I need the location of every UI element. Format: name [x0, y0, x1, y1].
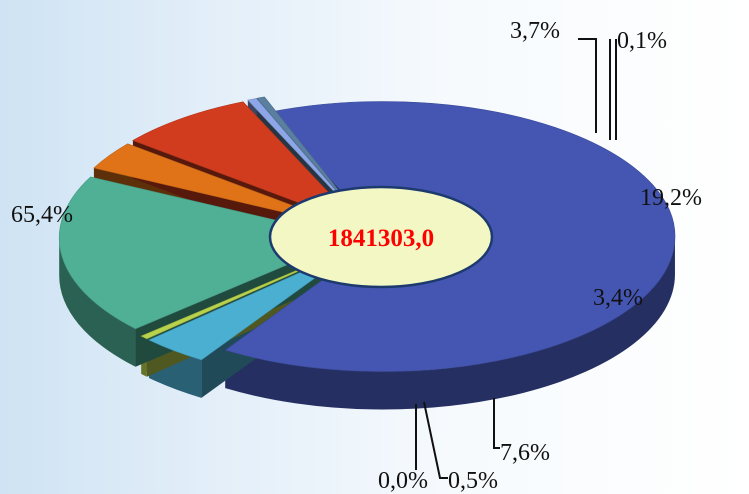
- slice-label-19-2: 19,2%: [640, 185, 702, 211]
- slice-label-3-7: 3,7%: [510, 18, 560, 44]
- leader-line: [423, 401, 448, 479]
- slice-label-65-4: 65,4%: [11, 202, 73, 228]
- leader-line: [578, 38, 597, 133]
- slice-label-3-4: 3,4%: [593, 285, 643, 311]
- leader-lines: [415, 38, 617, 479]
- center-label-ellipse: [268, 185, 494, 289]
- center-total-label: 1841303,0: [328, 225, 434, 252]
- slice-label-7-6: 7,6%: [500, 440, 550, 466]
- leader-line: [493, 398, 500, 449]
- slice-19-2: [58, 176, 353, 330]
- slice-label-0-0: 0,0%: [378, 468, 428, 494]
- center-label-badge: 1841303,0: [268, 185, 494, 289]
- slice-labels: 65,4% 3,7% 0,1% 19,2% 3,4% 7,6% 0,5% 0,0…: [11, 18, 702, 494]
- slice-side-face: [225, 236, 675, 410]
- slice-label-0-1: 0,1%: [617, 28, 667, 54]
- slice-7-6: [132, 101, 360, 226]
- slice-label-0-5: 0,5%: [448, 468, 498, 494]
- slice-side-face: [59, 237, 136, 367]
